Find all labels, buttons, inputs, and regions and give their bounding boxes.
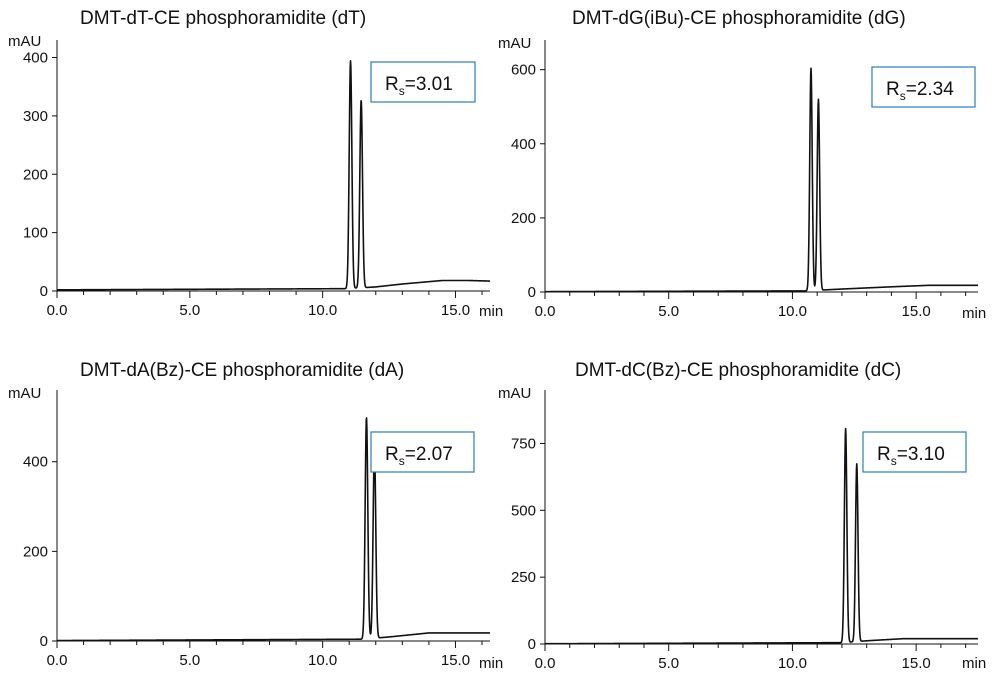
x-tick-label: 10.0 xyxy=(778,303,807,320)
y-tick-label: 200 xyxy=(23,166,48,183)
x-tick-label: 15.0 xyxy=(441,302,470,319)
y-tick-label: 0 xyxy=(528,636,536,653)
panel-da: DMT-dA(Bz)-CE phosphoramidite (dA) mAU m… xyxy=(8,360,503,672)
x-tick-label: 10.0 xyxy=(778,655,807,672)
y-tick-label: 600 xyxy=(511,62,536,79)
y-tick-label: 0 xyxy=(528,284,536,301)
y-tick-label: 200 xyxy=(23,543,48,560)
x-tick-label: 10.0 xyxy=(308,302,337,319)
x-tick-label: 15.0 xyxy=(902,655,931,672)
y-tick-label: 400 xyxy=(23,50,48,67)
y-tick-label: 0 xyxy=(40,633,48,650)
x-tick-label: 0.0 xyxy=(535,303,556,320)
panel-dt: DMT-dT-CE phosphoramidite (dT) mAU min 0… xyxy=(8,8,503,320)
y-tick-label: 400 xyxy=(23,454,48,471)
panel-dc-y-unit: mAU xyxy=(498,385,531,402)
panel-dt-ticks: 0.0 5.0 10.0 15.0 0 100 200 300 400 xyxy=(23,40,490,319)
panel-dg-x-unit: min xyxy=(962,305,986,322)
panel-dt-y-unit: mAU xyxy=(8,33,41,50)
panel-dg: DMT-dG(iBu)-CE phosphoramidite (dG) mAU … xyxy=(498,8,986,322)
panel-da-x-unit: min xyxy=(479,655,503,672)
panel-dt-x-unit: min xyxy=(479,303,503,320)
x-tick-label: 15.0 xyxy=(441,652,470,669)
panel-dc-rs-label: Rs=3.10 xyxy=(877,444,945,468)
panel-dt-title: DMT-dT-CE phosphoramidite (dT) xyxy=(80,8,366,29)
panel-dt-rs-box: Rs=3.01 xyxy=(370,61,476,103)
y-tick-label: 500 xyxy=(511,502,536,519)
y-tick-label: 400 xyxy=(511,136,536,153)
panel-da-rs-label: Rs=2.07 xyxy=(385,444,453,468)
panel-dg-rs-box: Rs=2.34 xyxy=(871,66,976,108)
x-tick-label: 0.0 xyxy=(47,652,68,669)
x-tick-label: 10.0 xyxy=(308,652,337,669)
y-tick-label: 100 xyxy=(23,225,48,242)
panel-da-ticks: 0.0 5.0 10.0 15.0 0 200 400 xyxy=(23,390,490,669)
panel-dc-x-unit: min xyxy=(962,655,986,672)
panel-da-rs-box: Rs=2.07 xyxy=(370,431,475,473)
panel-dt-trace xyxy=(56,60,491,291)
panel-da-title: DMT-dA(Bz)-CE phosphoramidite (dA) xyxy=(80,360,404,381)
panel-dg-ticks: 0.0 5.0 10.0 15.0 0 200 400 600 xyxy=(511,40,978,320)
x-tick-label: 5.0 xyxy=(179,652,200,669)
panel-dc-title: DMT-dC(Bz)-CE phosphoramidite (dC) xyxy=(575,360,901,381)
x-tick-label: 5.0 xyxy=(658,655,679,672)
y-tick-label: 200 xyxy=(511,210,536,227)
panel-dc-rs-box: Rs=3.10 xyxy=(862,431,967,473)
x-tick-label: 5.0 xyxy=(658,303,679,320)
x-tick-label: 0.0 xyxy=(535,655,556,672)
x-tick-label: 15.0 xyxy=(902,303,931,320)
y-tick-label: 0 xyxy=(40,283,48,300)
panel-da-y-unit: mAU xyxy=(8,385,41,402)
panel-dg-trace xyxy=(544,67,979,293)
panel-dg-rs-label: Rs=2.34 xyxy=(886,79,954,103)
panel-dt-rs-label: Rs=3.01 xyxy=(385,74,453,98)
panel-dc: DMT-dC(Bz)-CE phosphoramidite (dC) mAU m… xyxy=(498,360,986,672)
panel-dg-y-unit: mAU xyxy=(498,35,531,52)
y-tick-label: 300 xyxy=(23,108,48,125)
panel-da-trace xyxy=(56,417,491,642)
y-tick-label: 250 xyxy=(511,569,536,586)
y-tick-label: 750 xyxy=(511,435,536,452)
panel-dg-title: DMT-dG(iBu)-CE phosphoramidite (dG) xyxy=(572,8,906,29)
x-tick-label: 5.0 xyxy=(179,302,200,319)
x-tick-label: 0.0 xyxy=(47,302,68,319)
panel-dc-trace xyxy=(544,427,979,645)
